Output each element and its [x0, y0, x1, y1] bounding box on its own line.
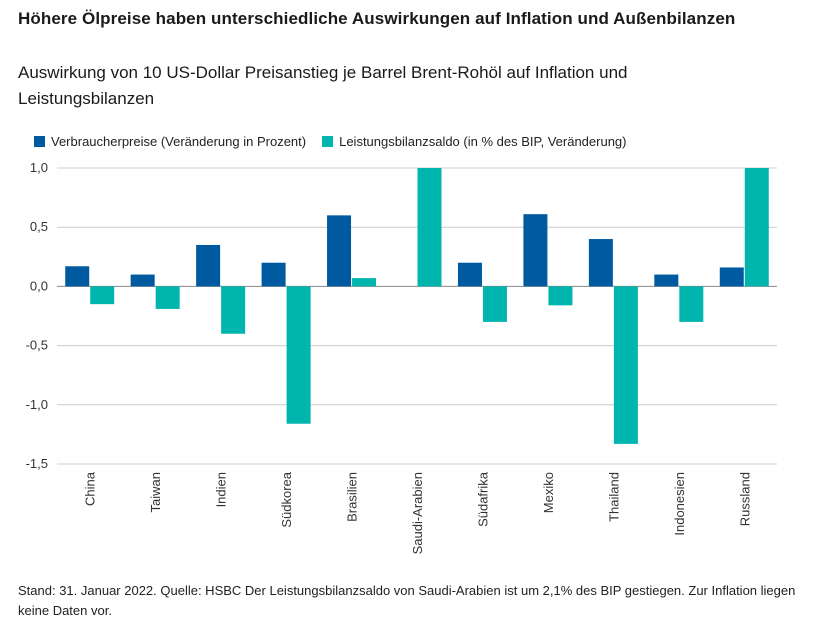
chart-legend: Verbraucherpreise (Veränderung in Prozen… [34, 134, 642, 149]
bar-consumer-prices [261, 262, 286, 287]
bar-consumer-prices [654, 274, 679, 287]
bar-consumer-prices [327, 215, 352, 287]
y-tick-label: 1,0 [30, 160, 48, 175]
x-tick-label: China [83, 471, 98, 506]
bar-current-account [417, 168, 442, 287]
bar-consumer-prices [588, 239, 613, 287]
x-tick-label: Taiwan [148, 472, 163, 512]
x-tick-label: Russland [737, 472, 752, 526]
bar-current-account [221, 286, 246, 334]
bar-consumer-prices [65, 266, 90, 287]
y-tick-label: -1,5 [26, 456, 48, 471]
legend-label-consumer-prices: Verbraucherpreise (Veränderung in Prozen… [51, 134, 307, 149]
footnote: Stand: 31. Januar 2022. Quelle: HSBC Der… [18, 583, 796, 618]
bar-consumer-prices [457, 262, 482, 287]
legend-item-current-account: Leistungsbilanzsaldo (in % des BIP, Verä… [322, 134, 626, 149]
x-tick-label: Thailand [606, 472, 621, 522]
y-tick-label: 0,0 [30, 278, 48, 293]
bar-current-account [286, 286, 311, 424]
y-tick-label: 0,5 [30, 219, 48, 234]
y-tick-label: -1,0 [26, 397, 48, 412]
x-tick-label: Brasilien [345, 472, 360, 522]
bar-current-account [482, 286, 507, 322]
bar-consumer-prices [196, 244, 221, 287]
x-tick-label: Indien [214, 472, 229, 507]
bar-consumer-prices [719, 267, 744, 287]
page-heading: Höhere Ölpreise haben unterschiedliche A… [18, 9, 736, 28]
y-tick-label: -0,5 [26, 338, 48, 353]
bar-current-account [352, 278, 377, 287]
bar-consumer-prices [523, 214, 548, 287]
x-tick-label: Saudi-Arabien [410, 472, 425, 554]
x-tick-label: Mexiko [541, 472, 556, 513]
x-tick-label: Südkorea [279, 471, 294, 527]
legend-item-consumer-prices: Verbraucherpreise (Veränderung in Prozen… [34, 134, 306, 149]
legend-swatch-current-account [322, 136, 334, 147]
x-tick-label: Indonesien [672, 472, 687, 536]
bar-current-account [155, 286, 180, 309]
x-tick-label: Südafrika [475, 471, 490, 527]
bar-chart: 1,0 0,5 0,0 -0,5 -1,0 -1,5 China Taiwan Indien Sü… [26, 160, 777, 554]
legend-label-current-account: Leistungsbilanzsaldo (in % des BIP, Verä… [339, 134, 627, 149]
bar-consumer-prices [130, 274, 155, 287]
bar-current-account [613, 286, 638, 444]
bar-current-account [679, 286, 704, 322]
bar-current-account [90, 286, 115, 305]
legend-swatch-consumer-prices [34, 136, 45, 147]
bar-current-account [744, 168, 769, 287]
chart-title: Auswirkung von 10 US-Dollar Preisanstieg… [18, 63, 628, 108]
bar-current-account [548, 286, 573, 306]
